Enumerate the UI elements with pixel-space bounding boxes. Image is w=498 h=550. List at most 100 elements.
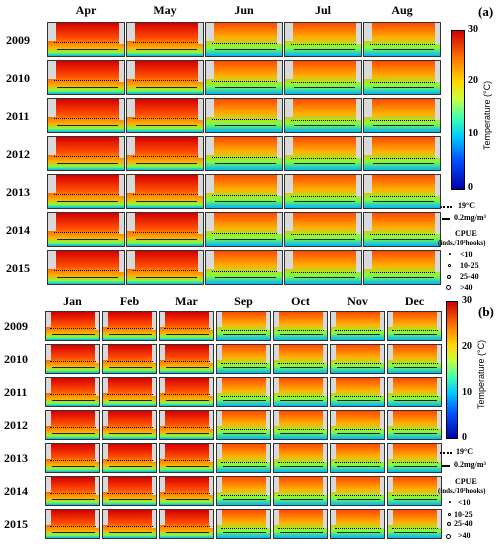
land-mass <box>437 378 441 397</box>
sst-map-2009-feb <box>102 311 157 341</box>
land-mass <box>46 444 52 460</box>
isotherm-contour <box>54 41 120 43</box>
sst-map-2010-may <box>126 60 204 95</box>
sst-map-2015-feb <box>102 509 157 539</box>
panel-b: (b) Jan Feb Mar Sep Oct Nov Dec 2009 2010 2011 20… <box>0 294 498 550</box>
isotherm-contour <box>133 269 199 271</box>
isotherm-contour <box>107 492 153 494</box>
chlorophyll-contour <box>394 334 437 336</box>
land-mass <box>152 510 156 529</box>
isotherm-contour <box>291 157 357 159</box>
sst-map-2013-oct <box>273 443 328 473</box>
sst-map-2010-aug <box>363 60 441 95</box>
isotherm-contour <box>370 233 436 235</box>
land-mass <box>160 477 166 493</box>
chlorophyll-contour <box>280 499 323 501</box>
sst-map-2013-apr <box>47 174 125 209</box>
land-mass <box>331 312 337 328</box>
isotherm-contour <box>50 459 96 461</box>
month-header: Nov <box>347 294 368 308</box>
sst-map-2010-mar <box>159 344 214 374</box>
land-mass <box>285 99 293 118</box>
land-mass <box>118 137 124 159</box>
land-mass <box>127 99 135 118</box>
sst-map-2014-may <box>126 212 204 247</box>
isotherm-contour <box>50 525 96 527</box>
land-mass <box>331 345 337 361</box>
land-mass <box>380 477 384 496</box>
isotherm-contour <box>221 527 267 529</box>
land-mass <box>118 213 124 235</box>
isotherm-contour <box>370 81 436 83</box>
sst-map-2010-sep <box>216 344 271 374</box>
sst-map-2011-sep <box>216 377 271 407</box>
land-mass <box>437 510 441 529</box>
sst-map-2013-mar <box>159 443 214 473</box>
colorbar-tick: 30 <box>468 24 478 35</box>
isotherm-contour <box>54 117 120 119</box>
chlorophyll-contour <box>52 499 95 501</box>
sst-map-2009-jul <box>284 22 362 57</box>
land-mass <box>274 444 280 460</box>
sst-map-2012-jan <box>45 410 100 440</box>
chlorophyll-contour <box>215 201 276 203</box>
land-mass <box>285 137 293 156</box>
sst-map-2010-feb <box>102 344 157 374</box>
land-mass <box>364 213 372 232</box>
land-mass <box>285 213 293 232</box>
land-mass <box>152 345 156 364</box>
land-mass <box>323 411 327 430</box>
sst-map-2012-mar <box>159 410 214 440</box>
chlorophyll-contour <box>52 532 95 534</box>
sst-map-2013-jun <box>205 174 283 209</box>
isotherm-contour <box>50 327 96 329</box>
chlorophyll-contour <box>215 277 276 279</box>
sst-map-2011-mar <box>159 377 214 407</box>
cpue-marker-medium <box>448 513 451 516</box>
land-mass <box>46 477 52 493</box>
chlorophyll-contour <box>280 334 323 336</box>
land-mass <box>209 378 213 397</box>
sst-map-2014-mar <box>159 476 214 506</box>
land-mass <box>274 411 280 427</box>
land-mass <box>48 137 56 156</box>
land-mass <box>285 61 293 80</box>
chlorophyll-contour <box>373 49 434 51</box>
chlorophyll-contour <box>166 499 209 501</box>
chlorophyll-contour <box>394 400 437 402</box>
land-mass <box>152 444 156 463</box>
colorbar-tick: 20 <box>462 341 472 352</box>
isotherm-contour <box>392 494 438 496</box>
isotherm-contour <box>212 157 278 159</box>
sst-map-2014-jan <box>45 476 100 506</box>
sst-map-2012-sep <box>216 410 271 440</box>
land-mass <box>364 137 372 156</box>
sst-map-2011-jun <box>205 98 283 133</box>
panel-a-colorbar <box>451 30 465 190</box>
sst-map-2015-dec <box>387 509 442 539</box>
land-mass <box>331 444 337 460</box>
isotherm-contour <box>291 119 357 121</box>
land-mass <box>152 378 156 397</box>
land-mass <box>48 61 56 80</box>
sst-map-2014-feb <box>102 476 157 506</box>
land-mass <box>46 345 52 361</box>
land-mass <box>437 312 441 331</box>
cpue-class: 25-40 <box>454 519 473 528</box>
isotherm-contour <box>133 193 199 195</box>
sst-map-2009-sep <box>216 311 271 341</box>
chlorophyll-contour <box>337 466 380 468</box>
chlorophyll-contour <box>215 163 276 165</box>
land-mass <box>127 61 135 80</box>
isotherm-contour <box>370 195 436 197</box>
land-mass <box>355 213 361 235</box>
sst-map-2010-nov <box>330 344 385 374</box>
land-mass <box>217 477 223 493</box>
isotherm-contour <box>291 271 357 273</box>
land-mass <box>380 411 384 430</box>
chlorophyll-contour <box>52 367 95 369</box>
land-mass <box>197 251 203 273</box>
isotherm-contour <box>50 426 96 428</box>
chlorophyll-contour <box>294 87 355 89</box>
cpue-class: >40 <box>460 283 473 292</box>
